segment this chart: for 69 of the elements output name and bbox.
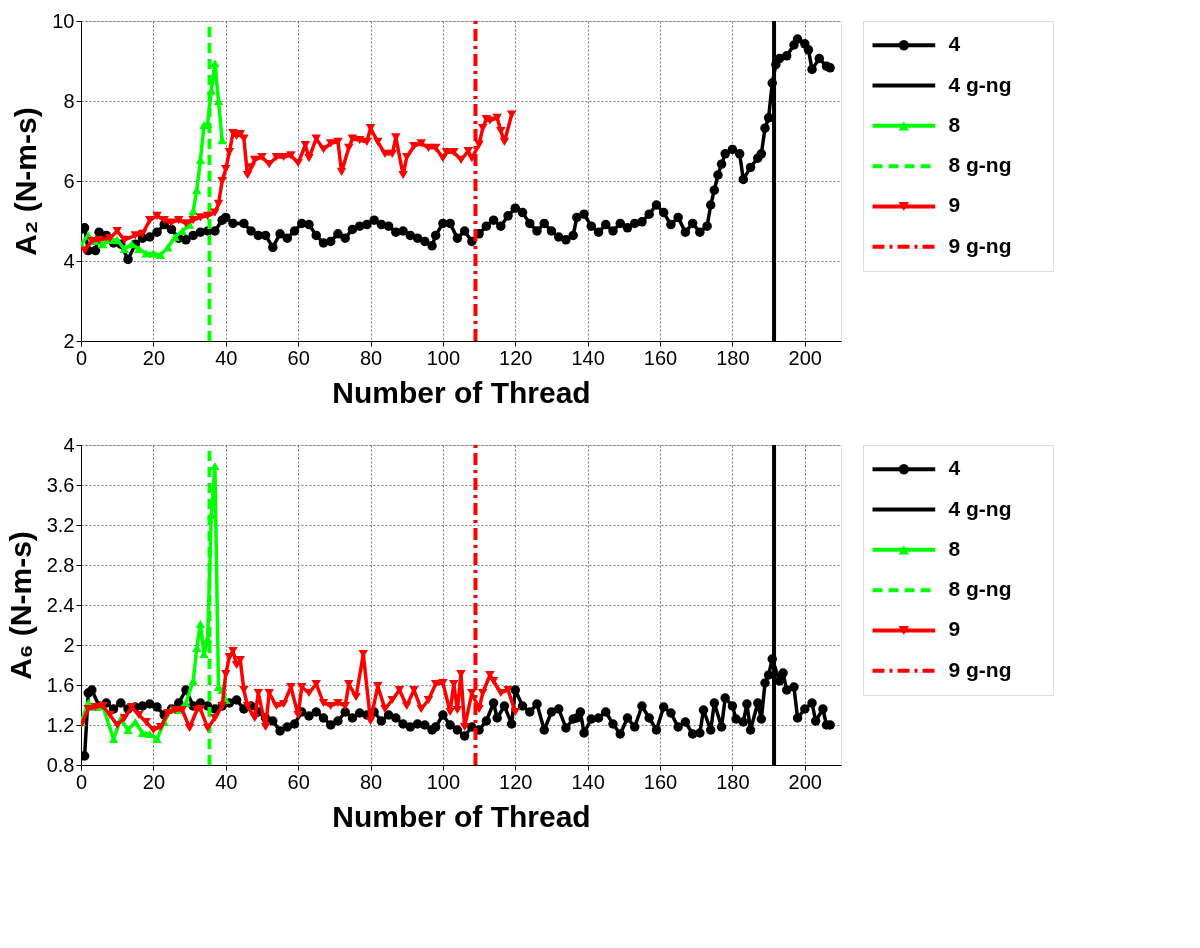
- point: [152, 734, 162, 744]
- legend-label: 8 g-ng: [948, 153, 1012, 177]
- legend-label: 9: [948, 617, 961, 641]
- y-axis-title: A₂ (N-m-s): [9, 107, 43, 256]
- x-tick-label: 180: [716, 346, 750, 369]
- x-tick-label: 100: [426, 346, 461, 369]
- point: [163, 243, 173, 252]
- y-tick-label: 4: [63, 249, 75, 272]
- x-tick-label: 160: [643, 770, 678, 793]
- x-axis-title: Number of Thread: [332, 799, 591, 833]
- y-tick-label: 6: [63, 169, 75, 192]
- x-tick-label: 100: [426, 770, 461, 793]
- point: [119, 244, 130, 254]
- x-tick-label: 60: [287, 346, 310, 369]
- point: [123, 725, 133, 735]
- y-tick-label: 4: [63, 433, 75, 456]
- x-tick-label: 80: [359, 770, 383, 793]
- x-tick-label: 60: [287, 770, 310, 793]
- y-tick-label: 0.8: [46, 753, 75, 776]
- legend-label: 4: [948, 456, 961, 480]
- x-tick-label: 140: [571, 346, 605, 369]
- point: [195, 619, 206, 629]
- y-tick-label: 3.6: [46, 473, 75, 496]
- legend-label: 4 g-ng: [948, 496, 1012, 520]
- y-tick-label: 2: [63, 633, 75, 656]
- legend-label: 9 g-ng: [948, 657, 1012, 681]
- point: [170, 232, 180, 242]
- y-tick-label: 1.2: [46, 713, 75, 736]
- legend-label: 8: [948, 536, 961, 560]
- y-tick-label: 2: [63, 329, 75, 352]
- legend-label: 4 g-ng: [948, 72, 1012, 96]
- x-tick-label: 200: [788, 346, 822, 369]
- point: [155, 250, 166, 260]
- x-tick-label: 120: [499, 770, 533, 793]
- y-tick-label: 2.4: [46, 593, 75, 616]
- y-tick-label: 8: [63, 89, 75, 112]
- point: [141, 249, 151, 258]
- y-tick-label: 1.6: [46, 673, 75, 696]
- point: [97, 240, 108, 249]
- x-tick-label: 40: [215, 346, 238, 369]
- x-tick-label: 0: [75, 770, 88, 793]
- point: [148, 249, 159, 258]
- legend-label: 8 g-ng: [948, 577, 1012, 601]
- x-tick-label: 0: [75, 346, 88, 369]
- point: [210, 59, 220, 68]
- x-tick-label: 200: [788, 770, 822, 793]
- point: [137, 728, 148, 738]
- y-tick-label: 2.8: [46, 553, 75, 576]
- x-tick-label: 180: [716, 770, 750, 793]
- legend-label: 9: [948, 193, 961, 217]
- y-tick-label: 3.2: [46, 513, 75, 536]
- x-axis-title: Number of Thread: [332, 375, 591, 409]
- x-tick-label: 20: [142, 346, 166, 369]
- y-axis-title: A₆ (N-m-s): [3, 531, 37, 680]
- point: [217, 136, 227, 145]
- x-tick-label: 160: [643, 346, 678, 369]
- legend-label: 4: [948, 32, 961, 56]
- x-tick-label: 20: [142, 770, 166, 793]
- point: [192, 186, 202, 195]
- x-tick-label: 80: [359, 346, 383, 369]
- legend-label: 8: [948, 112, 961, 136]
- legend-label: 9 g-ng: [948, 233, 1012, 257]
- x-tick-label: 120: [499, 346, 533, 369]
- point: [112, 235, 122, 244]
- y-tick-label: 10: [52, 9, 75, 32]
- x-tick-label: 140: [571, 770, 605, 793]
- x-tick-label: 40: [215, 770, 238, 793]
- point: [130, 717, 141, 727]
- point: [210, 461, 220, 471]
